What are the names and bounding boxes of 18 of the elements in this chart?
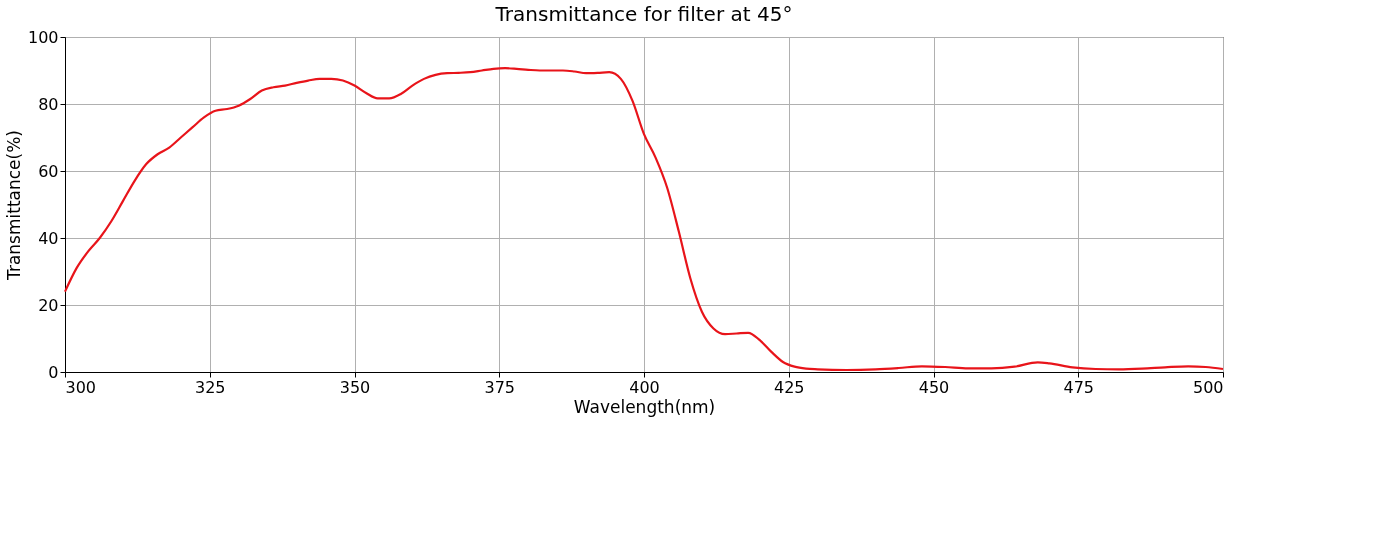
x-tick-label: 300 [65, 377, 97, 397]
x-tick-label: 475 [1063, 377, 1095, 397]
x-tick-label: 425 [773, 377, 805, 397]
y-tick-label: 60 [38, 161, 59, 181]
chart-title: Transmittance for filter at 45° [494, 2, 793, 26]
x-tick-label: 375 [484, 377, 516, 397]
x-tick-label: 500 [1192, 377, 1224, 397]
x-tick-label: 325 [194, 377, 226, 397]
x-tick-label: 400 [629, 377, 660, 397]
y-tick-label: 100 [27, 27, 59, 47]
x-tick-label: 450 [918, 377, 950, 397]
x-axis-title: Wavelength(nm) [573, 396, 716, 417]
y-tick-label: 0 [48, 362, 59, 382]
x-tick-label: 350 [339, 377, 371, 397]
y-tick-label: 80 [38, 94, 59, 114]
y-tick-label: 20 [38, 295, 59, 315]
y-tick-label: 40 [38, 228, 59, 248]
y-axis-title: Transmittance(%) [3, 130, 24, 281]
